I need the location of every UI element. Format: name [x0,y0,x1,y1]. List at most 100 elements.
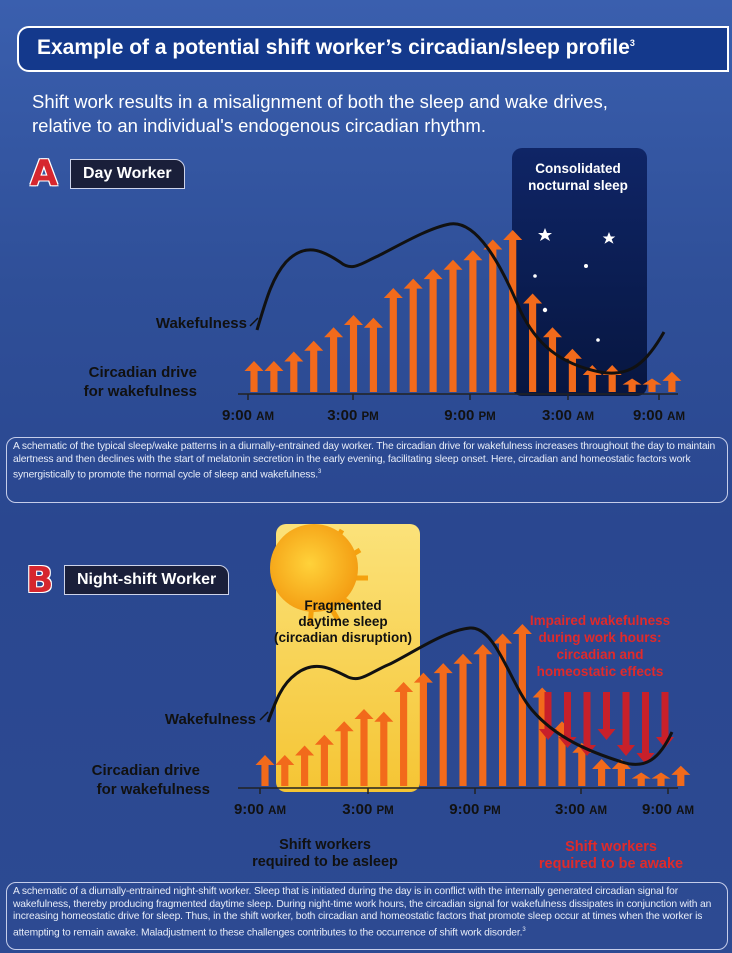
drive-arrow [473,644,493,786]
drive-arrow [275,754,295,786]
panel-a-badge: Day Worker [70,159,185,189]
drive-arrow [532,687,552,786]
sun-box-line2: daytime sleep [298,614,387,629]
drive-arrow [304,340,324,392]
panel-b-impairment-arrows [539,692,674,764]
drive-arrow [503,230,523,392]
awake-label-line1: Shift workers [565,839,657,855]
tick-label: 9:00 AM [633,407,685,424]
panel-a-wakefulness-label: Wakefulness [156,315,247,332]
drive-arrow [264,360,284,392]
panel-b-drive-label-line2: for wakefulness [97,781,210,798]
night-box-line1: Consolidated [535,161,621,176]
drive-arrow [651,772,671,786]
drive-arrow [244,360,264,392]
tick-label: 3:00 AM [555,801,607,818]
drive-arrow [483,239,503,392]
impairment-arrow [656,692,674,748]
impaired-line1: Impaired wakefulness [530,613,670,628]
drive-arrow [324,327,344,392]
drive-arrow [562,348,582,392]
panel-b-caption-ref: 3 [522,926,526,933]
panel-a-caption: A schematic of the typical sleep/wake pa… [6,437,728,503]
panel-a-wakefulness-pointer [249,317,259,327]
drive-arrow [423,269,443,392]
sun-box-line3: (circadian disruption) [274,630,412,645]
panel-a-wakefulness-curve [255,222,666,375]
sun-icon [270,524,358,612]
impairment-arrow [558,692,577,748]
sun-box-line1: Fragmented [304,598,381,613]
tick-label: 9:00 PM [444,407,495,424]
drive-arrow [433,663,453,786]
tick-label: 9:00 AM [642,801,694,818]
panel-b-caption-text: A schematic of a diurnally-entrained nig… [13,886,712,938]
panel-b-drive-label-line1: Circadian drive [92,762,200,779]
impaired-line3: circadian and [556,647,643,662]
tick-label: 9:00 AM [234,801,286,818]
drive-arrow [552,721,572,786]
impaired-wakefulness-label: Impaired wakefulness during work hours: … [530,613,670,679]
drive-arrow [512,624,532,786]
night-box-line2: nocturnal sleep [528,178,628,193]
title-reference: 3 [629,38,635,48]
panel-a-caption-text: A schematic of the typical sleep/wake pa… [13,441,716,481]
tick-label: 9:00 AM [222,407,274,424]
panel-b-wakefulness-curve [266,626,674,766]
panel-a-drive-label-line1: Circadian drive [89,364,197,381]
drive-arrow [255,754,275,786]
tick-label: 3:00 PM [327,407,378,424]
impaired-line4: homeostatic effects [537,664,664,679]
panel-a-drive-arrows [244,230,682,392]
drive-arrow [671,765,691,786]
page-title: Example of a potential shift worker’s ci… [37,36,635,60]
panel-b-ticks: 9:00 AM 3:00 PM 9:00 PM 3:00 AM 9:00 AM [234,788,694,818]
impairment-arrow [578,692,596,756]
panel-b-caption: A schematic of a diurnally-entrained nig… [6,882,728,950]
tick-label: 3:00 PM [342,801,393,818]
drive-arrow [631,772,651,786]
drive-arrow [403,278,423,392]
drive-arrow [662,371,682,392]
drive-arrow [443,259,463,392]
panel-b-wakefulness-pointer [259,711,269,721]
drive-arrow [572,742,592,786]
page-subtitle: Shift work results in a misalignment of … [32,91,608,136]
asleep-label-line2: required to be asleep [252,854,398,870]
title-bar: Example of a potential shift worker’s ci… [17,26,729,72]
panel-b-wakefulness-label: Wakefulness [165,711,256,728]
panel-b-badge: Night-shift Worker [64,565,230,595]
drive-arrow [354,709,374,786]
drive-arrow [374,711,394,786]
drive-arrow [394,682,414,786]
star-icons [533,228,616,342]
drive-arrow [314,734,334,786]
drive-arrow [523,293,543,392]
asleep-label-line1: Shift workers [279,837,371,853]
panel-a-drive-label-line2: for wakefulness [84,383,197,400]
panel-b-drive-arrows [255,624,691,786]
drive-arrow [543,327,562,392]
drive-arrow [334,721,354,786]
impairment-arrow [539,692,557,740]
drive-arrow [363,317,383,392]
panel-b-letter: B [26,560,54,601]
page-title-text: Example of a potential shift worker’s ci… [37,36,630,59]
panel-a-ticks: 9:00 AM 3:00 PM 9:00 PM 3:00 AM 9:00 AM [222,394,685,424]
panel-a-night-box: Consolidated nocturnal sleep [512,148,655,396]
impairment-arrow [617,692,635,756]
impairment-arrow [636,692,655,764]
drive-arrow [611,759,631,786]
drive-arrow [592,759,612,786]
drive-arrow [284,351,304,392]
drive-arrow [344,315,363,392]
drive-arrow [493,633,513,786]
drive-arrow [622,378,642,392]
drive-arrow [453,653,473,786]
panel-a-caption-ref: 3 [318,469,322,475]
tick-label: 9:00 PM [449,801,500,818]
drive-arrow [413,672,433,786]
impaired-line2: during work hours: [539,630,662,645]
drive-arrow [463,250,483,392]
